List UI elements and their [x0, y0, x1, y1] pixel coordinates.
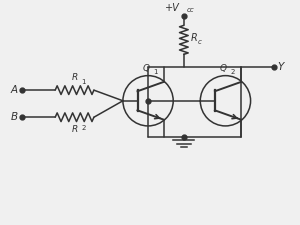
Text: 1: 1: [153, 69, 158, 75]
Text: c: c: [197, 39, 201, 45]
Text: 2: 2: [230, 69, 235, 75]
Text: A: A: [11, 85, 17, 95]
Text: Q: Q: [142, 64, 150, 73]
Text: Q: Q: [220, 64, 227, 73]
Text: R: R: [71, 125, 78, 134]
Text: cc: cc: [187, 7, 194, 13]
Text: 2: 2: [81, 125, 86, 131]
Text: 1: 1: [81, 79, 86, 85]
Text: B: B: [11, 112, 17, 122]
Text: +V: +V: [165, 3, 180, 13]
Text: R: R: [190, 33, 197, 43]
Text: Y: Y: [278, 62, 284, 72]
Text: R: R: [71, 73, 78, 82]
